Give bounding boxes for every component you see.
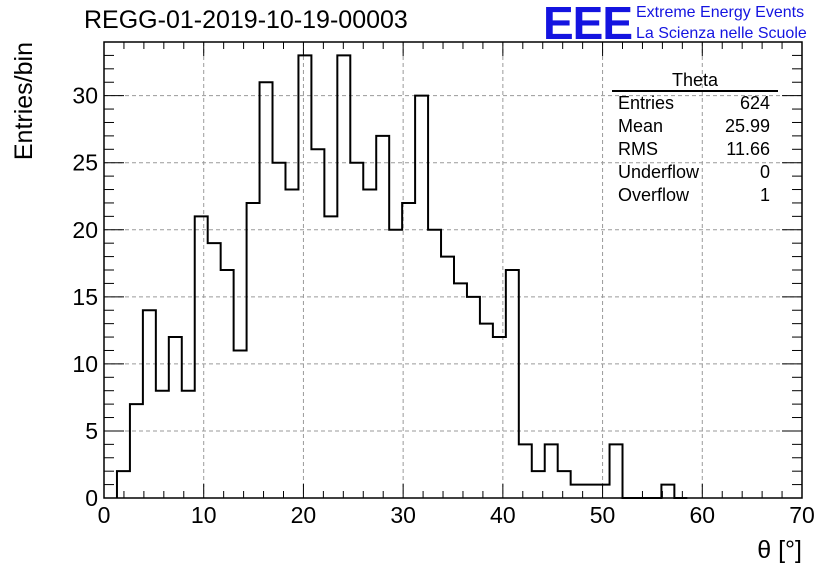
stats-label: RMS — [618, 139, 658, 159]
stats-row-mean: Mean 25.99 — [612, 115, 778, 138]
stats-row-underflow: Underflow 0 — [612, 161, 778, 184]
stats-value: 25.99 — [724, 116, 770, 136]
x-tick-label: 20 — [291, 502, 317, 528]
stats-row-overflow: Overflow 1 — [612, 184, 778, 207]
x-tick-label: 60 — [689, 502, 715, 528]
eee-logo: EEE — [543, 0, 633, 49]
y-tick-label: 25 — [72, 150, 98, 176]
stats-box: Theta Entries 624 Mean 25.99 RMS 11.66 Unde… — [612, 70, 778, 207]
stats-label: Overflow — [618, 185, 690, 205]
stats-title: Theta — [612, 70, 778, 92]
logo-caption: Extreme Energy Events La Scienza nelle S… — [636, 2, 807, 44]
histogram-outline — [115, 54, 688, 499]
x-tick-label: 40 — [490, 502, 516, 528]
y-tick-label: 30 — [72, 83, 98, 109]
y-tick-label: 0 — [85, 485, 98, 511]
stats-value: 11.66 — [726, 139, 770, 159]
x-tick-label: 10 — [191, 502, 217, 528]
y-tick-label: 15 — [72, 284, 98, 310]
x-tick-label: 30 — [390, 502, 416, 528]
x-tick-label: 70 — [789, 502, 815, 528]
x-axis-label: θ [°] — [757, 536, 802, 564]
x-axis-ticks: 0 10 20 30 40 50 60 70 — [98, 42, 815, 528]
y-tick-label: 5 — [85, 418, 98, 444]
stats-row-entries: Entries 624 — [612, 92, 778, 115]
stats-value: 0 — [759, 162, 770, 182]
logo-line-2: La Scienza nelle Scuole — [636, 25, 807, 42]
stats-label: Underflow — [618, 162, 700, 182]
logo-line-1: Extreme Energy Events — [636, 4, 805, 21]
stats-label: Mean — [618, 116, 664, 136]
stats-value: 1 — [759, 185, 770, 205]
grid-lines — [104, 42, 802, 498]
stats-label: Entries — [618, 93, 675, 113]
y-axis-label: Entries/bin — [10, 42, 38, 160]
x-tick-label: 50 — [590, 502, 616, 528]
y-tick-label: 20 — [72, 217, 98, 243]
stats-row-rms: RMS 11.66 — [612, 138, 778, 161]
y-tick-label: 10 — [72, 351, 98, 377]
stats-value: 624 — [739, 93, 770, 113]
x-tick-label: 0 — [98, 502, 111, 528]
chart-title: REGG-01-2019-10-19-00003 — [84, 6, 408, 34]
